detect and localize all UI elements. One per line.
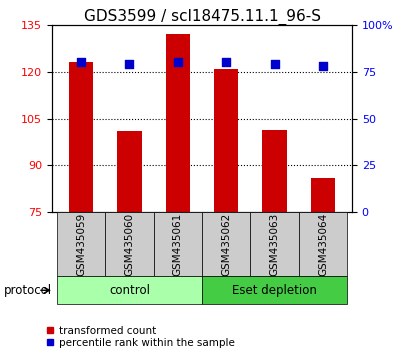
Text: control: control	[109, 284, 150, 297]
Point	[126, 61, 133, 67]
Text: GSM435061: GSM435061	[173, 213, 183, 276]
Bar	[250, 212, 299, 276]
Bar	[262, 130, 287, 212]
Point	[78, 59, 84, 65]
Bar	[299, 212, 347, 276]
Bar	[202, 212, 250, 276]
Bar	[57, 276, 202, 304]
Bar	[117, 131, 142, 212]
Bar	[57, 212, 105, 276]
Text: protocol: protocol	[4, 284, 52, 297]
Legend: transformed count, percentile rank within the sample: transformed count, percentile rank withi…	[45, 325, 236, 349]
Text: Eset depletion: Eset depletion	[232, 284, 317, 297]
Bar	[214, 69, 238, 212]
Point	[271, 61, 278, 67]
Title: GDS3599 / scl18475.11.1_96-S: GDS3599 / scl18475.11.1_96-S	[84, 8, 320, 25]
Text: GSM435060: GSM435060	[124, 213, 134, 276]
Point	[320, 63, 326, 69]
Bar	[202, 276, 347, 304]
Point	[223, 59, 229, 65]
Text: GSM435063: GSM435063	[270, 213, 280, 276]
Text: GSM435062: GSM435062	[221, 213, 231, 276]
Text: GSM435059: GSM435059	[76, 213, 86, 276]
Point	[175, 59, 181, 65]
Bar	[69, 62, 93, 212]
Bar	[166, 34, 190, 212]
Text: GSM435064: GSM435064	[318, 213, 328, 276]
Bar	[154, 212, 202, 276]
Bar	[311, 178, 335, 212]
Bar	[105, 212, 154, 276]
